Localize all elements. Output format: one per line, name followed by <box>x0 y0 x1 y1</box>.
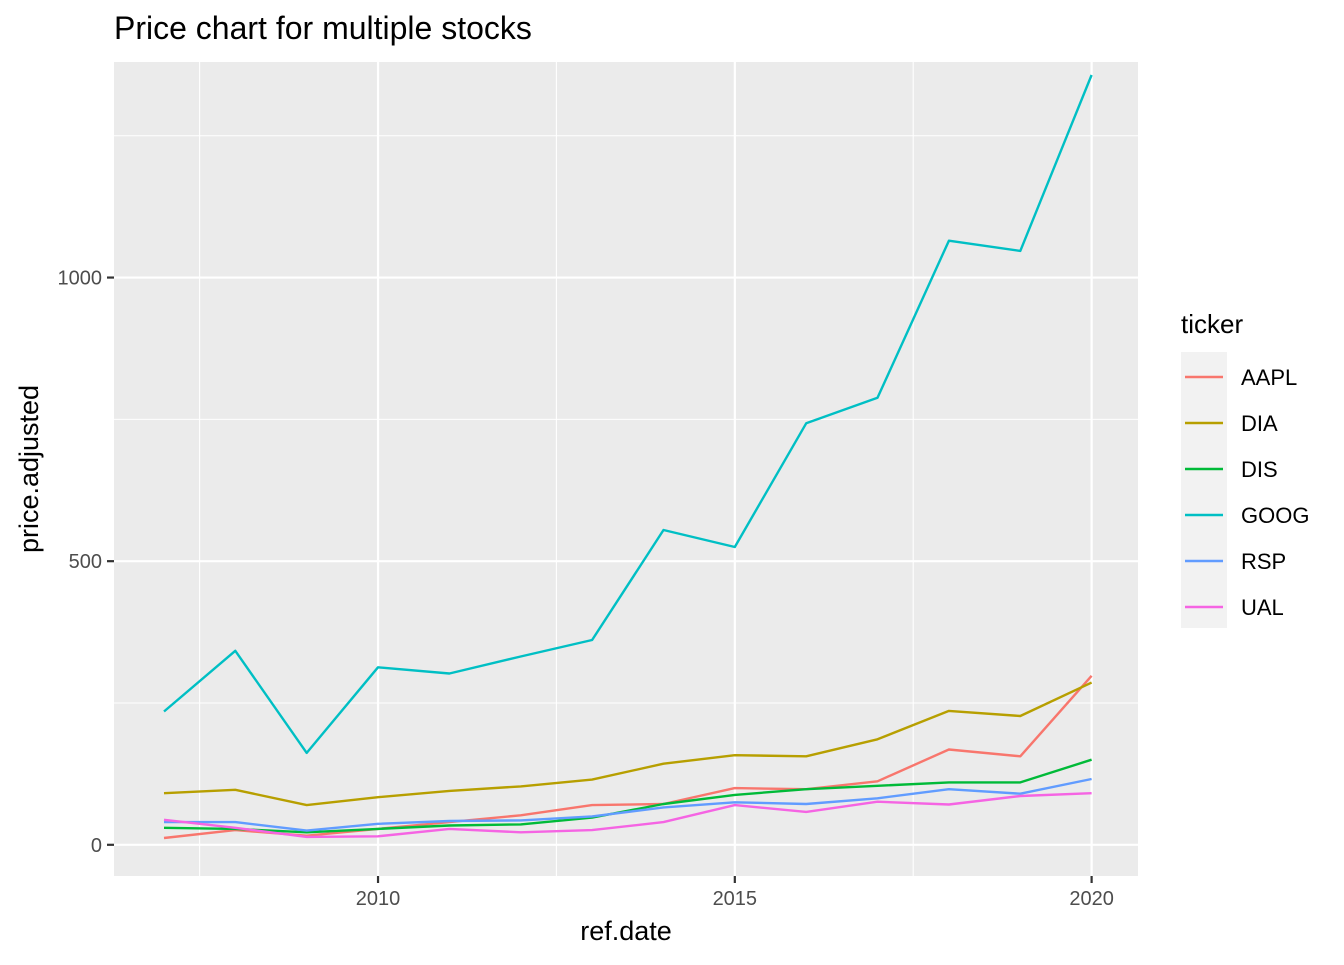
y-tick-label: 500 <box>69 551 102 573</box>
minor-gridlines <box>114 62 1138 876</box>
y-tick-label: 1000 <box>58 268 103 290</box>
series-line-rsp <box>164 777 1092 832</box>
x-tick-label: 2015 <box>713 888 758 910</box>
legend-label-aapl: AAPL <box>1241 365 1297 390</box>
series-line-aapl <box>163 675 1093 840</box>
legend-title: ticker <box>1181 309 1243 339</box>
major-gridlines <box>114 62 1138 876</box>
legend-label-dis: DIS <box>1241 457 1278 482</box>
x-axis-label: ref.date <box>580 916 672 946</box>
y-tick-label: 0 <box>91 835 102 857</box>
legend-label-rsp: RSP <box>1241 549 1286 574</box>
x-tick-label: 2010 <box>356 888 401 910</box>
legend-items: AAPL DIA DIS GOOG RSP UAL <box>1185 365 1309 620</box>
y-axis-label: price.adjusted <box>14 385 44 553</box>
series-line-goog <box>163 74 1093 755</box>
legend-label-dia: DIA <box>1241 411 1278 436</box>
legend-key-background <box>1181 352 1227 628</box>
series-line-ual <box>163 792 1092 839</box>
series-line-dia <box>163 681 1093 807</box>
legend: ticker AAPL DIA DIS GOOG RSP UAL <box>1181 309 1309 628</box>
y-axis: 0 500 1000 <box>58 268 114 857</box>
x-tick-label: 2020 <box>1069 888 1114 910</box>
legend-label-ual: UAL <box>1241 595 1284 620</box>
legend-label-goog: GOOG <box>1241 503 1309 528</box>
x-axis: 2010 2015 2020 <box>356 876 1114 910</box>
plot-panel <box>114 62 1138 876</box>
series-lines <box>163 74 1093 840</box>
chart-title: Price chart for multiple stocks <box>114 10 532 46</box>
